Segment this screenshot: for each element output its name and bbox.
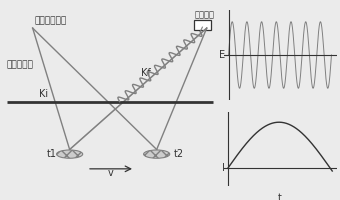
Text: I: I [222,163,225,173]
Text: t2: t2 [174,149,184,159]
FancyBboxPatch shape [194,20,211,30]
Text: 光検出器: 光検出器 [194,10,215,19]
Text: Ki: Ki [39,89,48,99]
Text: v: v [108,168,114,178]
Ellipse shape [143,150,170,158]
Ellipse shape [56,150,83,158]
Text: E: E [219,50,225,60]
Text: Kf: Kf [141,68,151,78]
Text: レーザー光: レーザー光 [6,60,33,69]
Text: レーザー光源: レーザー光源 [35,16,67,25]
Text: t: t [278,112,282,122]
Text: t1: t1 [47,149,56,159]
Text: t: t [278,193,282,200]
